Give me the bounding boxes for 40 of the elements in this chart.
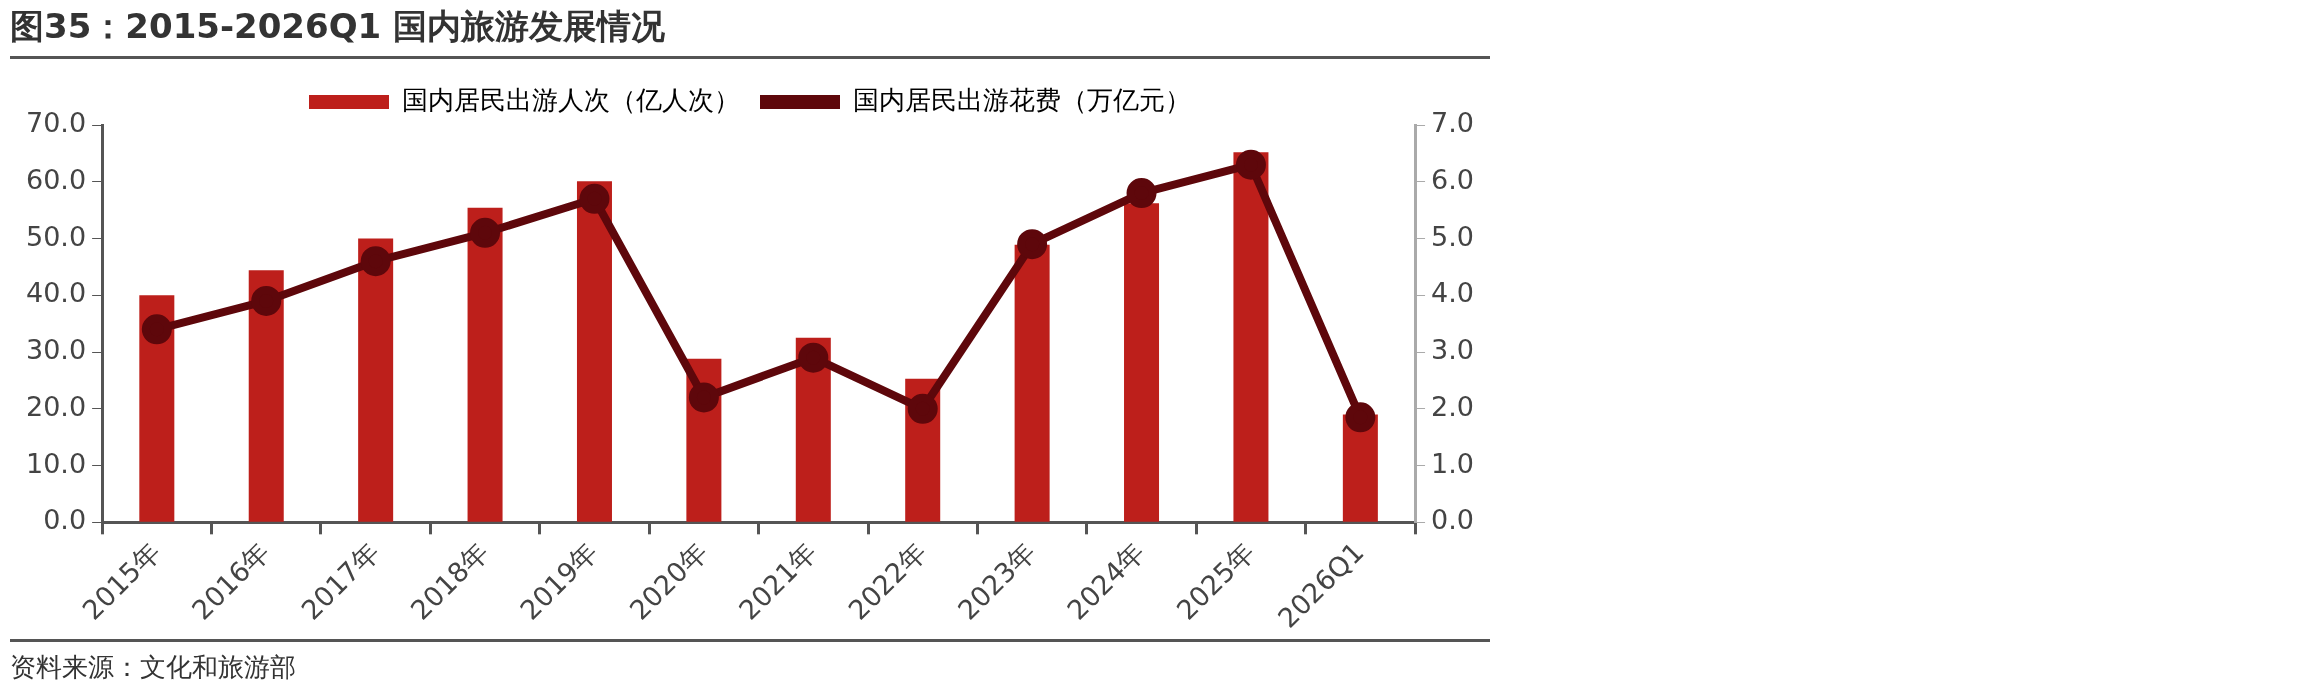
bar [467, 207, 503, 522]
y2-tick-label: 0.0 [1431, 504, 1475, 536]
bar [358, 238, 394, 522]
point [688, 382, 719, 413]
y-tick-label: 10.0 [25, 447, 87, 479]
y-tick-label: 40.0 [25, 277, 87, 309]
bar [139, 295, 175, 522]
bar [576, 181, 612, 522]
y-tick-label: 30.0 [25, 334, 87, 366]
point [470, 217, 501, 248]
point [907, 393, 938, 424]
y-tick-label: 50.0 [25, 220, 87, 252]
bar [248, 270, 284, 522]
y2-tick-label: 2.0 [1431, 390, 1475, 422]
point [251, 285, 282, 316]
y2-tick-label: 6.0 [1431, 163, 1475, 195]
bar [1124, 203, 1160, 522]
y2-tick-label: 7.0 [1431, 107, 1475, 139]
y2-tick-label: 5.0 [1431, 220, 1475, 252]
y2-tick-label: 3.0 [1431, 334, 1475, 366]
bar [1233, 152, 1269, 522]
y2-tick-label: 4.0 [1431, 277, 1475, 309]
bar [1014, 244, 1050, 522]
legend-label: 国内居民出游花费（万亿元） [853, 84, 1191, 115]
y-tick-label: 0.0 [43, 504, 87, 536]
y-tick-label: 70.0 [25, 107, 87, 139]
legend-label: 国内居民出游人次（亿人次） [402, 84, 740, 115]
point [360, 246, 391, 277]
y-tick-label: 60.0 [25, 163, 87, 195]
text: 资料来源：文化和旅游部 [10, 639, 1490, 685]
point [579, 183, 610, 214]
point [141, 314, 172, 345]
chart-title: 图35：2015-2026Q1 国内旅游发展情况 [10, 0, 1490, 59]
point [1235, 149, 1266, 180]
y-tick-label: 20.0 [25, 390, 87, 422]
point [798, 342, 829, 373]
point [1345, 402, 1376, 433]
y2-tick-label: 1.0 [1431, 447, 1475, 479]
point [1126, 178, 1157, 209]
point [1017, 229, 1048, 260]
